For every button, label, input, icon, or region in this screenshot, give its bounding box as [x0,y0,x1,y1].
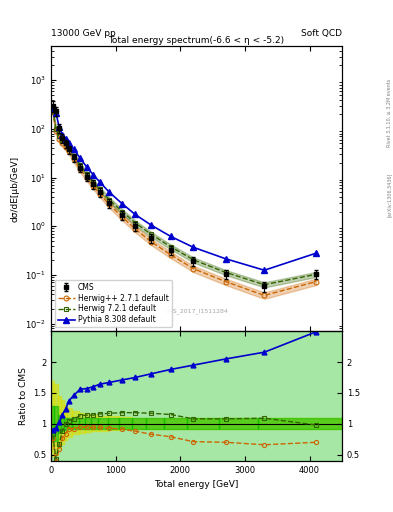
Herwig 7.2.1 default [72,153,76,159]
Line: Herwig 7.2.1 default: Herwig 7.2.1 default [50,107,318,287]
Pythia 8.308 default [53,110,58,116]
Pythia 8.308 default [107,189,112,195]
Y-axis label: dσ/dE[μb/GeV]: dσ/dE[μb/GeV] [11,156,20,222]
Herwig 7.2.1 default [120,208,125,215]
Text: 13000 GeV pp: 13000 GeV pp [51,29,116,38]
Pythia 8.308 default [191,244,196,250]
Pythia 8.308 default [97,179,102,185]
Herwig++ 2.7.1 default [168,252,173,258]
Herwig 7.2.1 default [133,220,138,226]
Pythia 8.308 default [168,233,173,240]
Herwig++ 2.7.1 default [84,175,89,181]
Herwig++ 2.7.1 default [78,166,83,172]
Herwig++ 2.7.1 default [107,201,112,207]
Herwig 7.2.1 default [60,137,65,143]
Herwig++ 2.7.1 default [133,226,138,232]
Herwig 7.2.1 default [107,197,112,203]
Text: Rivet 3.1.10, ≥ 3.2M events: Rivet 3.1.10, ≥ 3.2M events [387,78,391,147]
Herwig++ 2.7.1 default [91,183,95,189]
Legend: CMS, Herwig++ 2.7.1 default, Herwig 7.2.1 default, Pythia 8.308 default: CMS, Herwig++ 2.7.1 default, Herwig 7.2.… [55,280,172,327]
Line: Herwig++ 2.7.1 default: Herwig++ 2.7.1 default [50,109,318,298]
Herwig++ 2.7.1 default [60,140,65,146]
Herwig++ 2.7.1 default [314,279,318,285]
Text: CMS_2017_I1511284: CMS_2017_I1511284 [164,308,229,314]
Text: [arXiv:1306.3436]: [arXiv:1306.3436] [387,173,391,217]
Line: Pythia 8.308 default: Pythia 8.308 default [50,105,319,273]
Title: Total energy spectrum(-6.6 < η < -5.2): Total energy spectrum(-6.6 < η < -5.2) [108,36,285,45]
Herwig++ 2.7.1 default [53,128,58,134]
Herwig++ 2.7.1 default [120,214,125,220]
Pythia 8.308 default [84,164,89,170]
Herwig++ 2.7.1 default [72,156,76,162]
Pythia 8.308 default [50,105,55,111]
Herwig 7.2.1 default [63,140,68,146]
Pythia 8.308 default [223,255,228,262]
Herwig 7.2.1 default [57,133,62,139]
Herwig++ 2.7.1 default [57,136,62,142]
Herwig 7.2.1 default [168,244,173,250]
Herwig 7.2.1 default [314,271,318,278]
X-axis label: Total energy [GeV]: Total energy [GeV] [154,480,239,489]
Pythia 8.308 default [78,155,83,161]
Y-axis label: Ratio to CMS: Ratio to CMS [18,367,28,425]
Pythia 8.308 default [57,124,62,130]
Herwig 7.2.1 default [223,269,228,275]
Pythia 8.308 default [91,172,95,178]
Pythia 8.308 default [66,140,71,146]
Herwig 7.2.1 default [50,106,55,113]
Pythia 8.308 default [314,250,318,256]
Herwig++ 2.7.1 default [97,190,102,197]
Pythia 8.308 default [262,267,267,273]
Pythia 8.308 default [72,146,76,153]
Herwig++ 2.7.1 default [63,144,68,150]
Herwig 7.2.1 default [149,231,154,238]
Herwig 7.2.1 default [78,162,83,168]
Herwig++ 2.7.1 default [66,148,71,154]
Text: Soft QCD: Soft QCD [301,29,342,38]
Pythia 8.308 default [149,222,154,228]
Pythia 8.308 default [63,136,68,142]
Herwig 7.2.1 default [53,126,58,132]
Herwig++ 2.7.1 default [50,108,55,114]
Herwig++ 2.7.1 default [149,239,154,245]
Herwig 7.2.1 default [97,186,102,192]
Herwig++ 2.7.1 default [262,292,267,298]
Pythia 8.308 default [133,211,138,218]
Herwig++ 2.7.1 default [191,266,196,272]
Pythia 8.308 default [120,201,125,207]
Herwig 7.2.1 default [84,170,89,177]
Herwig 7.2.1 default [91,179,95,185]
Herwig 7.2.1 default [262,282,267,288]
Herwig 7.2.1 default [191,257,196,263]
Herwig++ 2.7.1 default [223,279,228,285]
Pythia 8.308 default [60,132,65,138]
Herwig 7.2.1 default [66,145,71,151]
